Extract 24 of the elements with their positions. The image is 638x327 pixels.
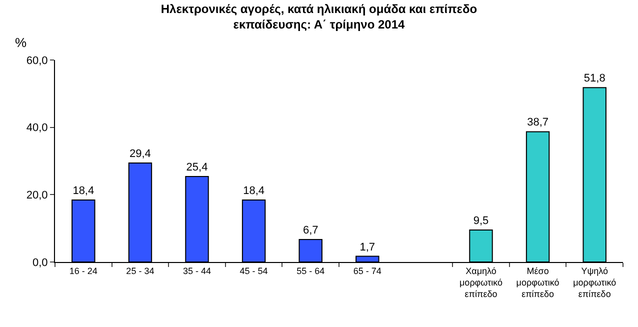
y-axis-title: % [15, 35, 27, 50]
x-tick-label: Χαμηλό μορφωτικό επίπεδο [460, 266, 502, 300]
x-tick-label: 16 - 24 [69, 266, 98, 276]
y-tick-label: 40,0 [26, 122, 48, 134]
x-tick-label: 55 - 64 [296, 266, 325, 276]
data-label: 29,4 [129, 148, 151, 160]
chart-title: Ηλεκτρονικές αγορές, κατά ηλικιακή ομάδα και επίπεδο εκπαίδευσης: Α΄ τρίμηνο 2014 [160, 2, 478, 32]
x-tick-label: 35 - 44 [182, 266, 212, 276]
y-tick-label: 20,0 [26, 190, 48, 202]
y-tick-label: 60,0 [26, 54, 48, 67]
data-label: 18,4 [243, 185, 265, 198]
data-label: 9,5 [473, 215, 489, 228]
x-tick-label: 65 - 74 [353, 266, 382, 276]
data-label: 38,7 [527, 116, 549, 129]
data-label: 51,8 [584, 72, 606, 85]
x-tick-label: 25 - 34 [126, 266, 154, 276]
data-label: 6,7 [302, 224, 318, 236]
x-tick-label: Μέσο μορφωτικό επίπεδο [516, 266, 560, 300]
data-label: 25,4 [186, 161, 208, 174]
x-tick-label: 45 - 54 [240, 266, 268, 276]
data-label: 18,4 [72, 185, 94, 198]
x-tick-label: Υψηλό μορφωτικό επίπεδο [573, 266, 616, 300]
data-label: 1,7 [360, 241, 376, 254]
y-tick-label: 0,0 [32, 256, 48, 269]
